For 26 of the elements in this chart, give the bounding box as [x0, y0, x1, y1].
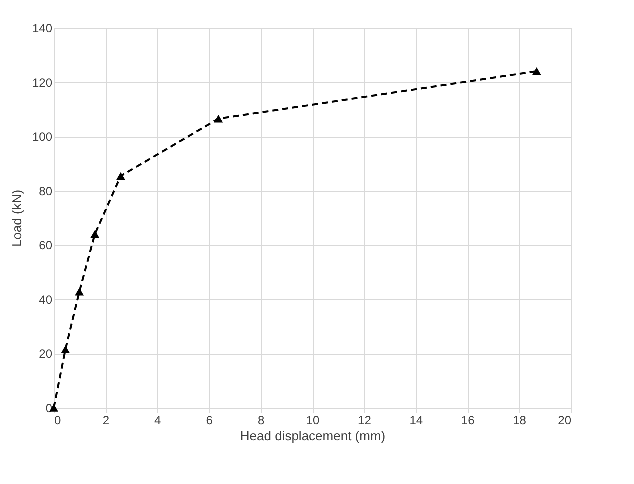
- point: [532, 68, 542, 76]
- y-axis-title: Load (kN): [9, 190, 24, 248]
- x-tick-label: 8: [258, 414, 265, 428]
- y-tick-label: 140: [32, 22, 53, 36]
- x-axis-title: Head displacement (mm): [240, 428, 386, 444]
- y-tick-label: 40: [39, 292, 53, 307]
- x-tick-label: 20: [558, 414, 572, 428]
- x-tick-label: 14: [410, 414, 424, 428]
- x-tick-label: 4: [154, 414, 162, 428]
- x-tick-label: 18: [513, 414, 527, 428]
- point: [61, 346, 70, 354]
- x-tick-label: 0: [54, 414, 62, 428]
- y-tick-label: 80: [39, 184, 53, 198]
- point: [116, 172, 126, 180]
- x-tick-label: 16: [461, 414, 476, 428]
- x-tick-label: 2: [102, 414, 110, 428]
- point: [214, 115, 224, 123]
- x-tick-label: 6: [206, 414, 214, 428]
- point: [75, 288, 84, 296]
- point: [90, 230, 100, 238]
- y-tick-label: 20: [39, 347, 53, 362]
- y-tick-label: 60: [39, 238, 53, 253]
- x-tick-label: 10: [306, 414, 320, 428]
- y-tick-label: 120: [32, 76, 53, 90]
- y-tick-label: 100: [32, 130, 53, 144]
- x-tick-label: 12: [358, 414, 372, 428]
